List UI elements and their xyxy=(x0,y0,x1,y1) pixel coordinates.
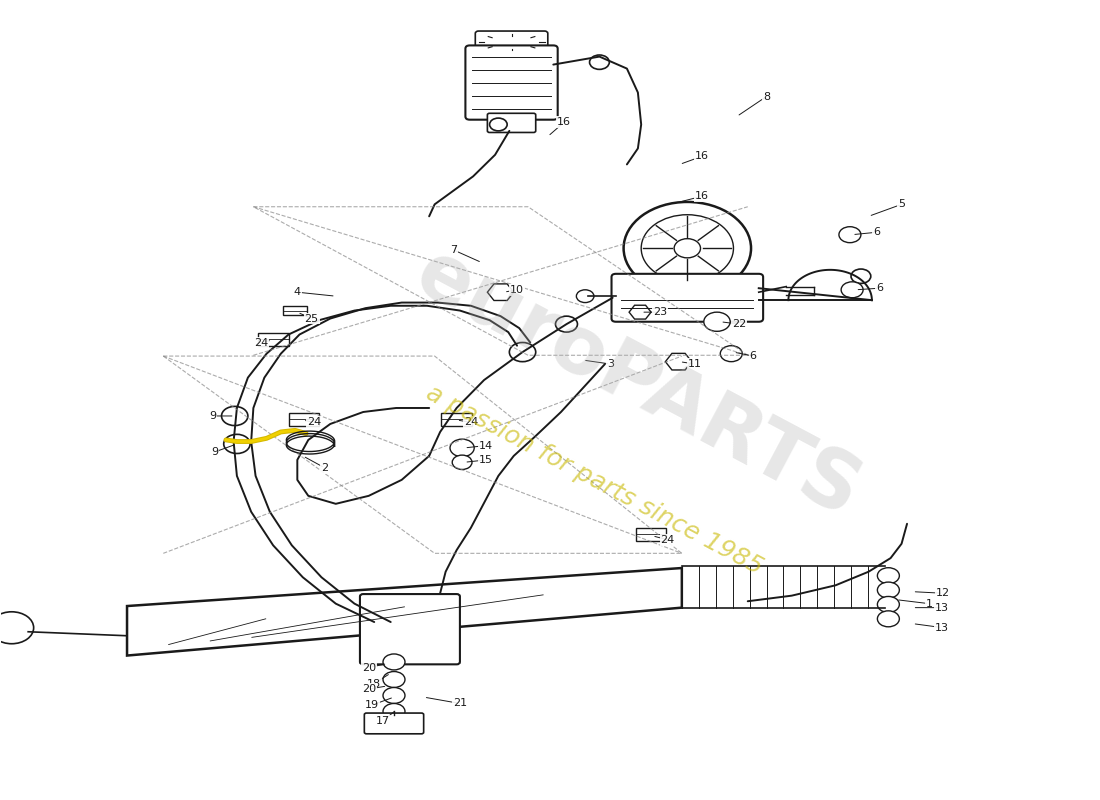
Text: 5: 5 xyxy=(898,199,905,210)
Polygon shape xyxy=(126,568,682,655)
Bar xyxy=(288,413,319,426)
Text: 16: 16 xyxy=(694,151,708,162)
Text: 11: 11 xyxy=(688,359,702,369)
Text: 21: 21 xyxy=(453,698,468,709)
Circle shape xyxy=(450,439,474,457)
Circle shape xyxy=(0,612,34,644)
Text: 20: 20 xyxy=(362,662,376,673)
Circle shape xyxy=(704,312,730,331)
Circle shape xyxy=(720,346,742,362)
Text: 6: 6 xyxy=(872,227,880,238)
Text: 19: 19 xyxy=(365,700,380,710)
Text: 12: 12 xyxy=(936,588,950,598)
Circle shape xyxy=(576,290,594,302)
Polygon shape xyxy=(487,284,514,301)
Circle shape xyxy=(383,703,405,719)
Circle shape xyxy=(624,202,751,294)
FancyBboxPatch shape xyxy=(465,46,558,120)
Text: 13: 13 xyxy=(935,602,949,613)
Circle shape xyxy=(383,671,405,687)
FancyBboxPatch shape xyxy=(364,713,424,734)
Circle shape xyxy=(556,316,578,332)
Text: 20: 20 xyxy=(362,684,376,694)
Text: 25: 25 xyxy=(305,314,319,323)
Circle shape xyxy=(878,597,900,613)
Text: 1: 1 xyxy=(925,598,933,609)
Bar xyxy=(257,333,288,346)
Text: 24: 24 xyxy=(254,338,268,347)
Text: 23: 23 xyxy=(652,307,667,317)
Text: 17: 17 xyxy=(376,716,390,726)
Circle shape xyxy=(878,582,900,598)
Polygon shape xyxy=(629,306,651,319)
Text: euroPARTS: euroPARTS xyxy=(403,234,873,534)
Text: 3: 3 xyxy=(607,359,614,369)
Text: 24: 24 xyxy=(307,418,321,427)
Circle shape xyxy=(878,568,900,584)
Text: 18: 18 xyxy=(367,678,382,689)
Circle shape xyxy=(383,687,405,703)
Circle shape xyxy=(452,455,472,470)
Text: 16: 16 xyxy=(694,191,708,202)
FancyBboxPatch shape xyxy=(360,594,460,664)
Text: 24: 24 xyxy=(464,418,478,427)
Circle shape xyxy=(383,654,405,670)
Text: 13: 13 xyxy=(935,622,949,633)
Circle shape xyxy=(223,434,250,454)
Text: 7: 7 xyxy=(450,245,456,255)
Text: 14: 14 xyxy=(480,441,493,450)
Circle shape xyxy=(842,282,864,298)
Text: 10: 10 xyxy=(510,285,524,294)
Text: 9: 9 xyxy=(209,411,217,421)
Text: 4: 4 xyxy=(294,287,301,297)
Text: 8: 8 xyxy=(763,91,770,102)
Polygon shape xyxy=(666,354,692,370)
Text: 9: 9 xyxy=(211,447,219,457)
FancyBboxPatch shape xyxy=(475,31,548,54)
Text: 24: 24 xyxy=(660,534,674,545)
Bar xyxy=(636,528,667,541)
Circle shape xyxy=(674,238,701,258)
Text: 6: 6 xyxy=(876,283,883,293)
Bar xyxy=(441,413,472,426)
Bar xyxy=(283,306,307,315)
Text: 2: 2 xyxy=(321,463,328,473)
Circle shape xyxy=(221,406,248,426)
Text: 6: 6 xyxy=(750,351,757,361)
Text: 16: 16 xyxy=(558,117,571,127)
Text: a passion for parts since 1985: a passion for parts since 1985 xyxy=(421,381,767,579)
FancyBboxPatch shape xyxy=(487,114,536,133)
Circle shape xyxy=(839,226,861,242)
Circle shape xyxy=(878,611,900,627)
Text: 15: 15 xyxy=(480,455,493,465)
Circle shape xyxy=(509,342,536,362)
Text: 22: 22 xyxy=(732,319,746,329)
FancyBboxPatch shape xyxy=(612,274,763,322)
